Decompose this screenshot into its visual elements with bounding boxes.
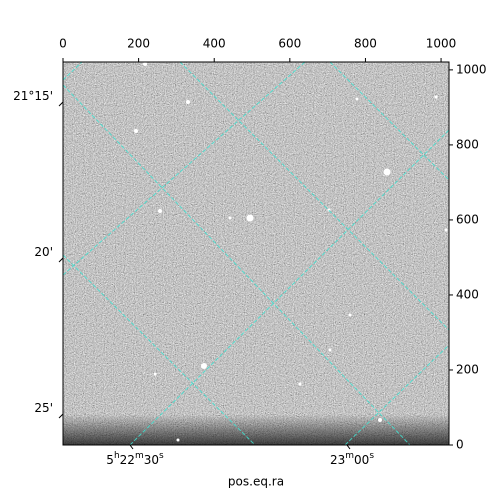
x-tick-label: 0 [59, 37, 67, 51]
axes-frame [62, 61, 450, 446]
dec-label-part: 20' [34, 245, 53, 259]
ra-tick-label: 5h22m30s [106, 451, 164, 467]
y-tick-label: 800 [456, 137, 479, 151]
dec-label-part: 21°15' [13, 89, 53, 103]
x-axis-label: pos.eq.ra [228, 475, 284, 489]
sky-image [63, 62, 449, 445]
y-tick-label: 200 [456, 362, 479, 376]
ra-tick [129, 444, 134, 450]
ra-label-part: m [135, 451, 144, 461]
dec-tick [58, 413, 64, 419]
x-tick-label: 600 [278, 37, 301, 51]
dec-tick-label: 25' [34, 401, 53, 415]
ra-label-part: h [114, 451, 120, 461]
ra-tick-label: 23m00s [330, 451, 374, 467]
dec-label-part: 25' [34, 401, 53, 415]
dec-tick [58, 257, 64, 263]
ra-label-part: s [159, 451, 164, 461]
x-tick-label: 1000 [426, 37, 457, 51]
y-tick-label: 600 [456, 212, 479, 226]
dec-tick [58, 101, 64, 107]
ra-label-part: 30 [144, 453, 159, 467]
ra-label-part: 00 [354, 453, 369, 467]
x-tick-label: 200 [127, 37, 150, 51]
ra-label-part: s [369, 451, 374, 461]
ra-tick [346, 444, 351, 450]
dec-tick-label: 21°15' [13, 89, 53, 103]
coordinate-grid [63, 62, 449, 445]
x-tick-label: 800 [354, 37, 377, 51]
y-tick-label: 1000 [456, 62, 487, 76]
ra-label-part: 22 [120, 453, 135, 467]
ra-label-part: 5 [106, 453, 114, 467]
y-tick-label: 0 [456, 438, 464, 452]
x-tick-label: 400 [203, 37, 226, 51]
ra-label-part: m [345, 451, 354, 461]
y-tick-label: 400 [456, 287, 479, 301]
ra-label-part: 23 [330, 453, 345, 467]
dec-tick-label: 20' [34, 245, 53, 259]
